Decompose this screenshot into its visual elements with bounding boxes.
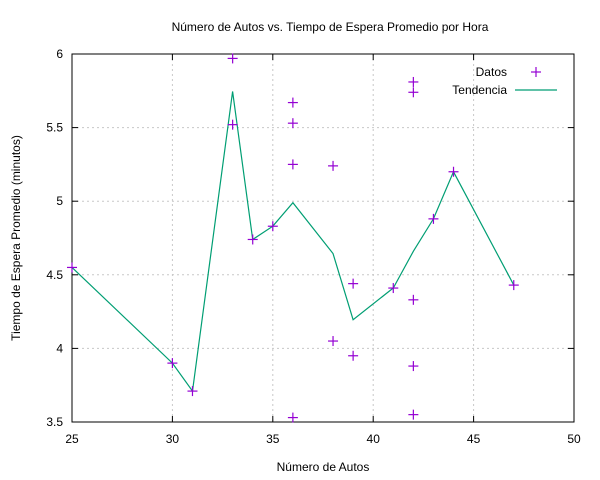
data-point <box>167 358 178 369</box>
plot-frame <box>71 53 575 423</box>
data-point <box>227 53 238 64</box>
data-point <box>508 280 519 291</box>
data-point <box>388 283 399 294</box>
data-point <box>348 278 359 289</box>
legend: Datos Tendencia <box>452 65 557 97</box>
data-point <box>448 166 459 177</box>
grid <box>72 54 574 422</box>
axis-ticks <box>71 53 575 423</box>
data-point <box>287 97 298 108</box>
data-point <box>287 159 298 170</box>
y-tick-label: 4.5 <box>46 268 63 282</box>
data-point <box>428 213 439 224</box>
legend-marker-datos <box>531 67 541 77</box>
data-point <box>287 118 298 129</box>
data-point <box>408 76 419 87</box>
x-tick-label: 40 <box>367 432 381 446</box>
data-point <box>227 119 238 130</box>
x-tick-label: 45 <box>467 432 481 446</box>
data-point <box>247 234 258 245</box>
data-point <box>408 294 419 305</box>
series <box>67 53 519 423</box>
y-tick-label: 4 <box>56 341 63 355</box>
chart-title: Número de Autos vs. Tiempo de Espera Pro… <box>172 20 489 34</box>
legend-label-tendencia: Tendencia <box>452 83 507 97</box>
legend-plus-marker <box>531 67 541 77</box>
data-point <box>408 87 419 98</box>
x-tick-label: 35 <box>266 432 280 446</box>
x-tick-label: 25 <box>65 432 79 446</box>
y-tick-label: 5.5 <box>46 121 63 135</box>
data-point <box>267 221 278 232</box>
y-tick-label: 5 <box>56 194 63 208</box>
data-point <box>408 409 419 420</box>
y-axis-label: Tiempo de Espera Promedio (minutos) <box>9 135 23 341</box>
legend-label-datos: Datos <box>476 65 507 79</box>
data-point <box>408 361 419 372</box>
y-tick-label: 3.5 <box>46 415 63 429</box>
data-point <box>287 412 298 423</box>
axis-tick-labels: 25 30 35 40 45 50 3.5 4 4.5 5 5.5 6 <box>46 47 581 446</box>
data-point <box>328 336 339 347</box>
data-point <box>348 350 359 361</box>
data-point <box>67 262 77 273</box>
x-axis-label: Número de Autos <box>277 460 370 474</box>
x-tick-label: 30 <box>166 432 180 446</box>
data-point <box>187 386 198 397</box>
x-tick-label: 50 <box>567 432 581 446</box>
y-tick-label: 6 <box>56 47 63 61</box>
data-point <box>328 160 339 171</box>
trend-line <box>71 91 515 393</box>
